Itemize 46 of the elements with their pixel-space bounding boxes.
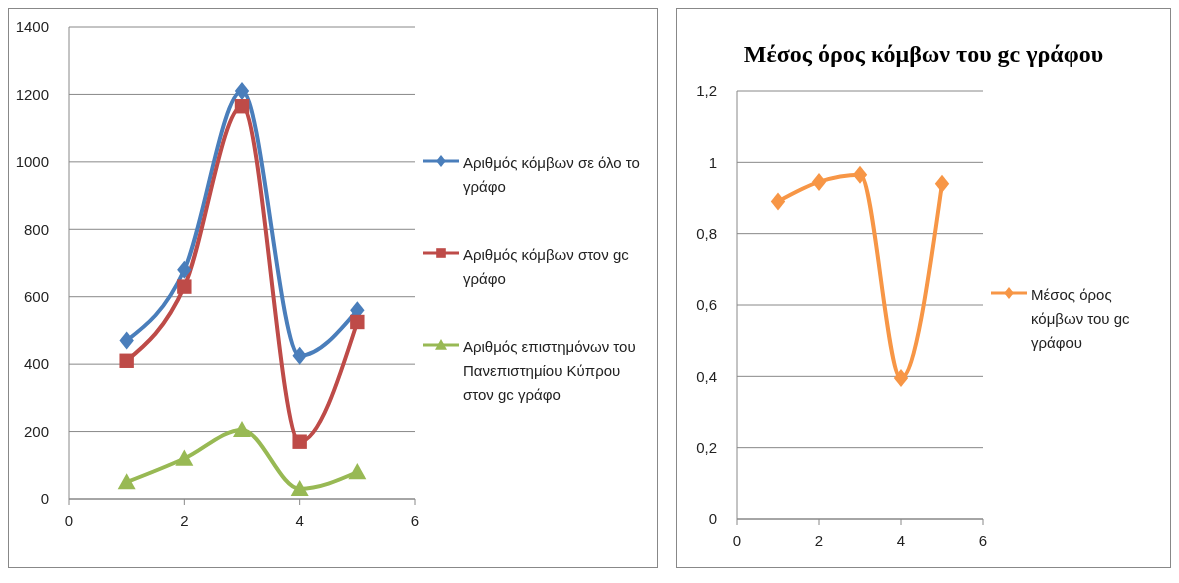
point xyxy=(350,314,365,330)
point xyxy=(348,463,367,480)
y-tick-label: 1,2 xyxy=(696,82,717,100)
x-tick-label: 0 xyxy=(732,531,742,549)
legend-label: Αριθμός επιστημόνων του Πανεπιστημίου Κύπρου στον gc γράφο xyxy=(463,337,637,405)
point xyxy=(177,260,192,279)
point xyxy=(290,479,309,497)
y-tick-label: 600 xyxy=(23,288,49,306)
point xyxy=(119,331,134,350)
x-tick-label: 2 xyxy=(814,531,824,549)
x-tick-label: 6 xyxy=(978,531,988,549)
y-tick-label: 800 xyxy=(23,220,49,238)
point xyxy=(233,420,251,438)
point xyxy=(234,82,250,101)
point xyxy=(117,473,136,490)
point xyxy=(177,279,192,294)
chart-title: Μέσος όρος κόμβων του gc γράφου xyxy=(742,41,1105,69)
y-tick-label: 1000 xyxy=(15,153,49,171)
point xyxy=(934,174,950,193)
x-tick-label: 0 xyxy=(64,511,74,529)
legend-label: Αριθμός κόμβων στον gc γράφο xyxy=(463,245,630,289)
y-tick-label: 0 xyxy=(40,490,49,508)
y-tick-label: 0,6 xyxy=(696,296,717,314)
point xyxy=(770,192,786,211)
legend-label: Μέσος όρος κόμβων του gc γράφου xyxy=(1031,285,1131,353)
y-tick-label: 0,2 xyxy=(696,438,717,456)
x-tick-label: 2 xyxy=(180,511,189,529)
y-tick-label: 0,8 xyxy=(696,224,717,242)
point xyxy=(175,449,194,466)
point xyxy=(852,165,868,184)
y-tick-label: 0,4 xyxy=(696,367,717,385)
y-tick-label: 1200 xyxy=(15,85,49,103)
y-tick-label: 200 xyxy=(23,422,49,440)
y-tick-label: 1400 xyxy=(15,18,49,36)
point xyxy=(292,434,307,449)
point xyxy=(811,172,827,191)
x-tick-label: 6 xyxy=(410,511,420,529)
legend-label: Αριθμός κόμβων σε όλο το γράφο xyxy=(463,153,641,197)
x-tick-label: 4 xyxy=(896,531,906,549)
x-tick-label: 4 xyxy=(295,511,304,529)
y-tick-label: 400 xyxy=(23,355,49,373)
point xyxy=(893,369,909,388)
point xyxy=(234,99,250,114)
point xyxy=(119,353,134,368)
point xyxy=(292,346,307,365)
y-tick-label: 1 xyxy=(708,153,717,171)
